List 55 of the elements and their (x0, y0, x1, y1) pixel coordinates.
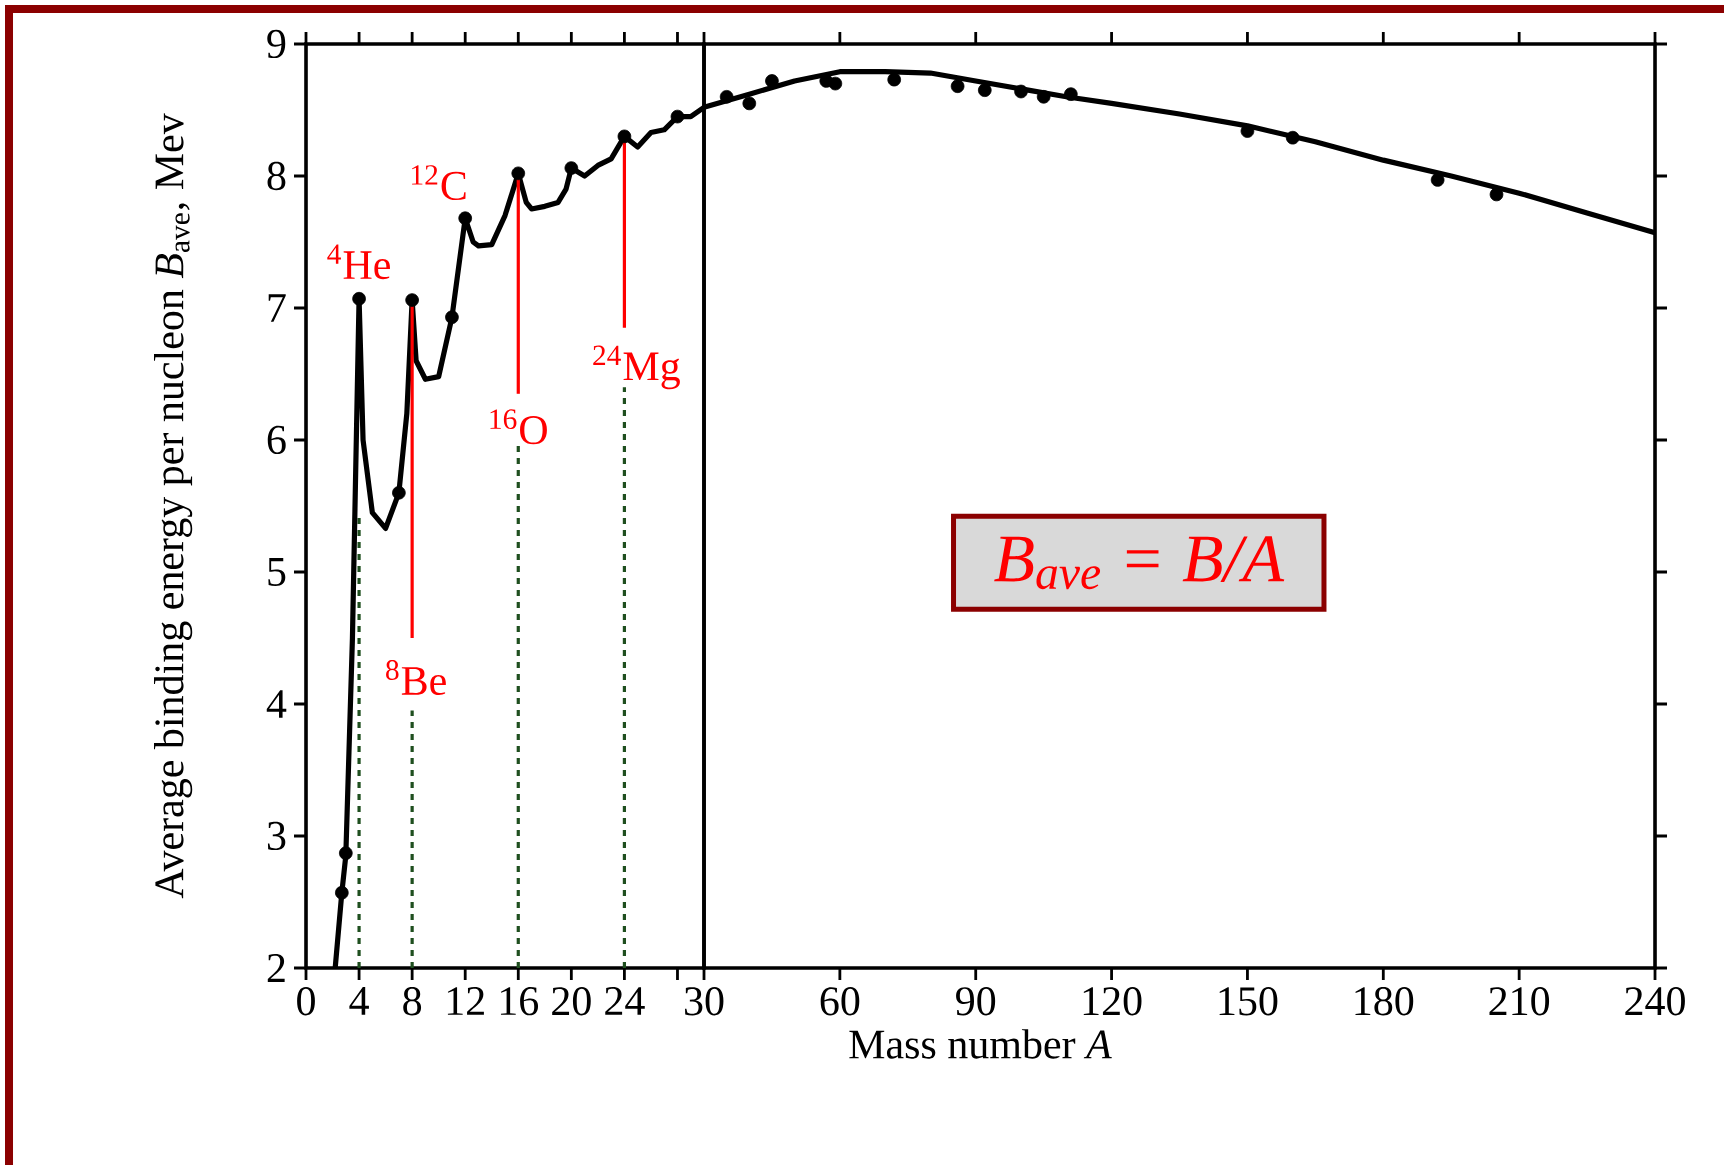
point (1285, 130, 1300, 145)
y-tick-label: 2 (267, 954, 285, 982)
point (742, 96, 757, 111)
x-tick-label: 8 (403, 987, 422, 1016)
point (1064, 87, 1078, 101)
y-tick-label: 5 (268, 558, 286, 586)
x-tick-label: 20 (552, 987, 591, 1016)
x-tick-label: 210 (1489, 987, 1550, 1016)
point (1014, 84, 1028, 99)
point (1430, 173, 1445, 187)
point (352, 291, 366, 306)
point (564, 161, 579, 175)
x-tick-label: 90 (956, 987, 996, 1016)
x-tick-label: 0 (297, 987, 315, 1016)
y-tick-label: 8 (267, 161, 286, 191)
point (719, 89, 734, 104)
point (405, 293, 419, 307)
annotation: B$_{ave}$ = B/A (994, 536, 1285, 590)
x-tick-label: 180 (1355, 987, 1414, 1016)
point (445, 310, 459, 325)
y-tick-label: 7 (268, 294, 286, 322)
point (617, 129, 632, 144)
x-tick-label: 150 (1219, 987, 1278, 1016)
point (511, 166, 526, 181)
annotation: $^{8}$Be (386, 660, 446, 696)
y-tick-label: 3 (267, 821, 286, 851)
point (1489, 187, 1504, 202)
point (828, 76, 843, 91)
x-tick-label: 30 (685, 987, 724, 1016)
x-tick-label: 12 (447, 987, 484, 1015)
x-tick-label: 120 (1083, 987, 1142, 1016)
point (458, 211, 473, 226)
x-tick-label: 24 (605, 987, 645, 1015)
y-axis-title: Average binding energy per nucleon B$_{ave}$, Mev (154, 113, 193, 899)
annotation: $^{12}$C (412, 165, 466, 201)
point (670, 109, 685, 124)
x-axis-title: Mass number A (849, 1029, 1112, 1059)
point (950, 79, 965, 94)
point (392, 485, 406, 500)
point (977, 83, 992, 97)
annotation: $^{24}$Mg (593, 345, 680, 390)
point (1036, 89, 1051, 104)
point (335, 885, 349, 900)
point (339, 846, 353, 860)
point (765, 74, 779, 88)
annotation: $^{16}$O (490, 409, 547, 445)
x-tick-label: 4 (349, 987, 369, 1015)
x-tick-label: 16 (500, 987, 539, 1016)
y-tick-label: 6 (267, 425, 286, 455)
y-tick-label: 9 (267, 29, 286, 59)
y-tick-label: 4 (266, 690, 287, 718)
x-tick-label: 240 (1625, 987, 1685, 1016)
annotation: $^{4}$He (327, 244, 390, 280)
x-tick-label: 60 (820, 987, 860, 1016)
point (887, 72, 902, 87)
